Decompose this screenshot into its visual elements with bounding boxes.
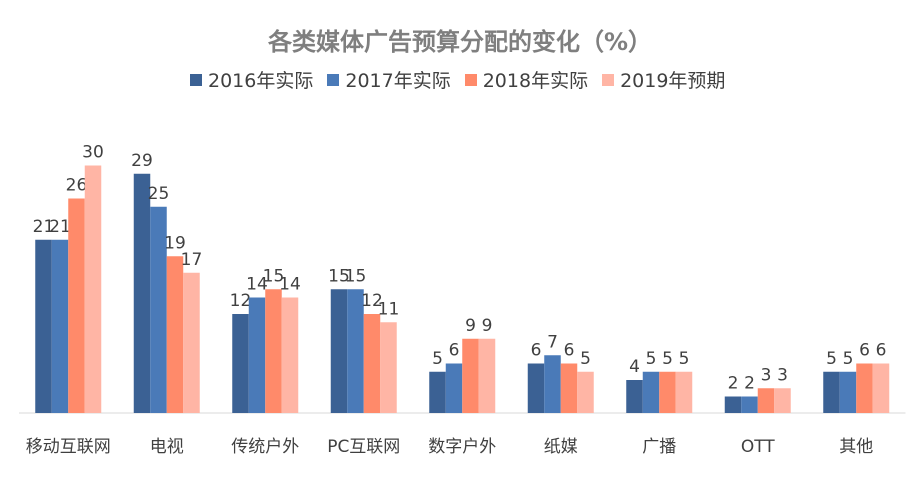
bar [281, 297, 299, 413]
x-tick-label: PC互联网 [327, 437, 400, 457]
data-label: 7 [547, 332, 558, 352]
data-label: 15 [263, 266, 285, 286]
data-label: 14 [279, 275, 301, 295]
data-label: 6 [564, 341, 575, 361]
bar [741, 396, 758, 413]
bar [150, 206, 167, 413]
bar [774, 388, 791, 413]
bar [872, 363, 890, 413]
legend-item: 2019年预期 [602, 66, 725, 93]
legend-item: 2018年实际 [464, 66, 589, 93]
bar [724, 396, 742, 413]
legend-swatch [602, 73, 615, 86]
data-label: 2 [744, 374, 755, 394]
data-label: 6 [449, 341, 460, 361]
bar [183, 272, 200, 413]
x-tick-label: 传统户外 [231, 437, 299, 457]
data-label: 5 [679, 349, 690, 369]
bar [429, 371, 446, 413]
data-label: 12 [361, 291, 383, 311]
x-tick-label: OTT [741, 437, 775, 457]
bar [642, 371, 660, 413]
legend-label: 2019年预期 [620, 70, 726, 92]
x-tick-label: 电视 [150, 437, 184, 457]
bar [577, 371, 594, 413]
bar [35, 239, 52, 413]
data-label: 6 [859, 341, 870, 361]
data-label: 2 [728, 374, 739, 394]
chart-title: 各类媒体广告预算分配的变化（%） [267, 28, 653, 56]
legend-label: 2017年实际 [345, 70, 451, 92]
data-label: 14 [246, 275, 268, 295]
bar [330, 289, 348, 413]
legend-item: 2016年实际 [190, 66, 313, 93]
data-label: 9 [482, 316, 493, 336]
data-label: 15 [328, 266, 350, 286]
legend-swatch [327, 73, 340, 86]
x-tick-label: 其他 [839, 437, 873, 457]
data-label: 5 [432, 349, 443, 369]
legend-swatch [190, 73, 202, 86]
bar [462, 338, 479, 413]
bar [659, 371, 676, 413]
bar [51, 239, 69, 413]
data-label: 4 [629, 357, 640, 377]
bar [675, 371, 693, 413]
data-label: 9 [465, 316, 476, 336]
bar [380, 322, 397, 413]
data-label: 12 [230, 291, 252, 311]
bar [478, 338, 496, 413]
data-label: 17 [181, 250, 203, 270]
bar [839, 371, 857, 413]
data-label: 6 [531, 341, 542, 361]
data-label: 5 [646, 349, 657, 369]
bar [347, 289, 364, 413]
data-label: 26 [66, 176, 88, 196]
bar [232, 314, 249, 413]
bar [363, 314, 381, 413]
bar [823, 371, 840, 413]
x-tick-label: 广播 [642, 437, 676, 457]
data-label: 6 [876, 341, 887, 361]
legend: 2016年实际 2017年实际 2018年实际 2019年预期 [190, 66, 725, 93]
data-label: 25 [148, 184, 170, 204]
legend-label: 2018年实际 [482, 70, 589, 92]
bar [626, 380, 643, 413]
data-label: 21 [33, 217, 55, 237]
bar [265, 289, 282, 413]
data-label: 5 [843, 349, 854, 369]
legend-swatch [464, 73, 477, 86]
legend-item: 2017年实际 [327, 66, 451, 93]
bar [84, 165, 102, 413]
data-label: 21 [49, 217, 71, 237]
x-tick-label: 纸媒 [544, 437, 578, 457]
data-label: 19 [164, 233, 186, 253]
bar [166, 256, 184, 413]
bar [68, 198, 85, 413]
bar [133, 173, 151, 413]
data-label: 3 [761, 365, 772, 385]
legend-label: 2016年实际 [208, 70, 314, 92]
data-label: 3 [777, 365, 788, 385]
data-label: 30 [82, 143, 104, 163]
bar [757, 388, 775, 413]
bar [544, 355, 561, 413]
bar [856, 363, 873, 413]
bar [560, 363, 578, 413]
data-label: 5 [662, 349, 673, 369]
data-label: 15 [345, 266, 367, 286]
x-tick-label: 数字户外 [428, 437, 496, 457]
data-label: 5 [580, 349, 591, 369]
data-label: 29 [131, 151, 153, 171]
bar [248, 297, 266, 413]
x-tick-label: 移动互联网 [26, 437, 111, 457]
bar [527, 363, 545, 413]
data-label: 11 [378, 299, 400, 319]
data-label: 5 [826, 349, 837, 369]
bar [445, 363, 463, 413]
